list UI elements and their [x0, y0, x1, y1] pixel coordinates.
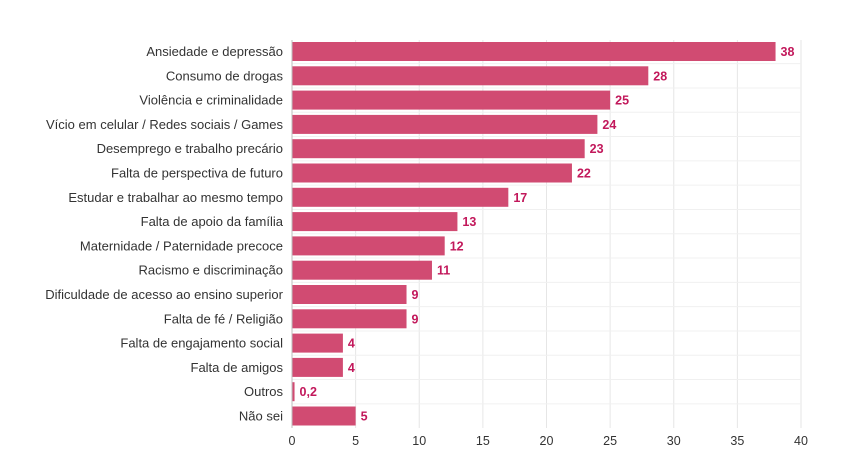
x-tick-label: 35 — [730, 434, 744, 448]
x-tick-label: 20 — [540, 434, 554, 448]
category-label: Falta de apoio da família — [141, 214, 284, 229]
x-tick-label: 5 — [352, 434, 359, 448]
value-label: 4 — [348, 361, 355, 375]
value-label: 9 — [412, 312, 419, 326]
x-tick-label: 0 — [289, 434, 296, 448]
value-label: 38 — [781, 45, 795, 59]
value-label: 9 — [412, 288, 419, 302]
value-label: 4 — [348, 337, 355, 351]
value-label: 5 — [361, 410, 368, 424]
category-label: Estudar e trabalhar ao mesmo tempo — [68, 190, 283, 205]
category-label: Desemprego e trabalho precário — [97, 141, 283, 156]
category-label: Falta de fé / Religião — [164, 311, 283, 326]
value-label: 24 — [602, 118, 616, 132]
bar — [292, 309, 407, 329]
value-label: 25 — [615, 94, 629, 108]
category-label: Outros — [244, 384, 284, 399]
bar — [292, 114, 598, 134]
x-tick-label: 30 — [667, 434, 681, 448]
x-axis: 0 5 10 15 20 25 30 35 40 — [289, 40, 808, 448]
value-label: 28 — [653, 69, 667, 83]
bar — [292, 187, 509, 207]
category-label: Não sei — [239, 409, 283, 424]
bar — [292, 90, 611, 110]
category-labels: Ansiedade e depressão Consumo de drogas Vi… — [45, 44, 284, 424]
bar — [292, 382, 295, 402]
category-label: Vício em celular / Redes sociais / Games — [46, 117, 283, 132]
category-label: Maternidade / Paternidade precoce — [80, 238, 283, 253]
bar — [292, 212, 458, 232]
x-tick-label: 10 — [412, 434, 426, 448]
x-tick-label: 25 — [603, 434, 617, 448]
bar — [292, 139, 585, 159]
value-label: 12 — [450, 239, 464, 253]
bar — [292, 285, 407, 304]
category-label: Falta de amigos — [191, 360, 284, 375]
bar — [292, 333, 343, 353]
category-label: Falta de perspectiva de futuro — [111, 166, 283, 181]
category-label: Racismo e discriminação — [139, 263, 284, 278]
value-label: 23 — [590, 142, 604, 156]
value-label: 13 — [462, 215, 476, 229]
value-label: 22 — [577, 167, 591, 181]
value-label: 0,2 — [300, 385, 317, 399]
x-tick-label: 15 — [476, 434, 490, 448]
category-label: Violência e criminalidade — [139, 93, 283, 108]
bars — [292, 42, 776, 426]
bar — [292, 163, 572, 183]
value-label: 11 — [437, 264, 450, 278]
bar — [292, 406, 356, 426]
category-label: Dificuldade de acesso ao ensino superior — [45, 287, 283, 302]
bar — [292, 357, 343, 377]
category-label: Consumo de drogas — [166, 68, 284, 83]
bar — [292, 260, 432, 280]
x-tick-label: 40 — [794, 434, 808, 448]
category-label: Falta de engajamento social — [120, 336, 283, 351]
bar — [292, 66, 649, 86]
value-label: 17 — [513, 191, 527, 205]
category-label: Ansiedade e depressão — [146, 44, 283, 59]
bar — [292, 42, 776, 61]
bar — [292, 236, 445, 256]
